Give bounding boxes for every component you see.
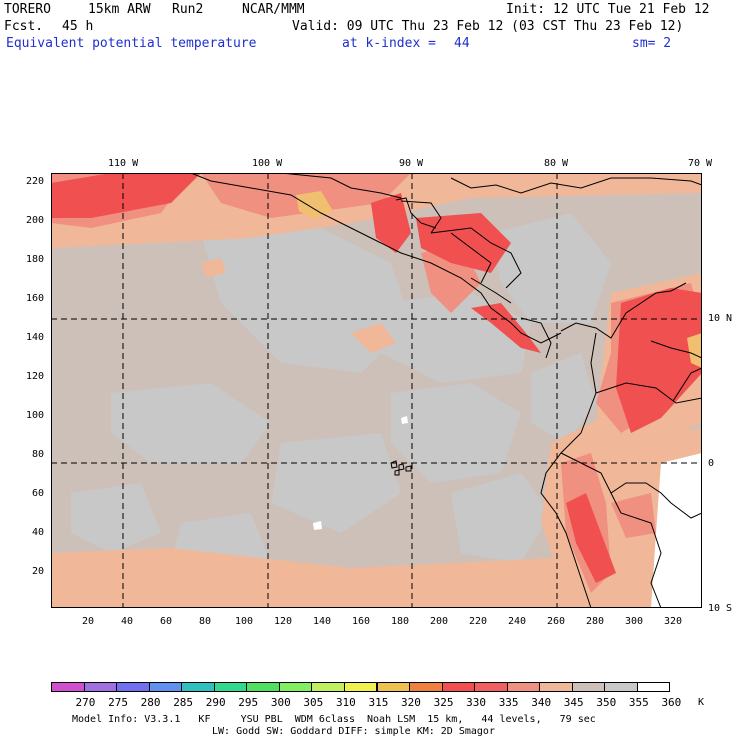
forecast-label: Fcst. bbox=[4, 19, 44, 34]
x-tick-120: 120 bbox=[274, 616, 293, 627]
galapagos-islands bbox=[390, 460, 412, 476]
model-physics: LW: Godd SW: Goddard DIFF: simple KM: 2D… bbox=[212, 726, 495, 737]
lat-lon-grid bbox=[51, 173, 702, 608]
colorbar-label: 325 bbox=[433, 696, 454, 709]
init-time: Init: 12 UTC Tue 21 Feb 12 bbox=[506, 2, 710, 17]
lon-label-70w: 70 W bbox=[688, 158, 713, 169]
colorbar-label: 315 bbox=[368, 696, 389, 709]
level-label: at k-index = bbox=[342, 36, 436, 51]
colorbar-segment bbox=[83, 682, 118, 692]
y-tick-80: 80 bbox=[32, 449, 45, 460]
y-tick-60: 60 bbox=[32, 488, 45, 499]
model-run: Run2 bbox=[172, 2, 204, 17]
x-tick-40: 40 bbox=[121, 616, 134, 627]
colorbar-segment bbox=[278, 682, 313, 692]
x-tick-200: 200 bbox=[430, 616, 449, 627]
colorbar-segment bbox=[246, 682, 280, 692]
colorbar-segment bbox=[409, 682, 443, 692]
model-info: Model Info: V3.3.1 KF YSU PBL WDM 6class… bbox=[72, 714, 596, 725]
x-tick-220: 220 bbox=[469, 616, 488, 627]
colorbar-label: 305 bbox=[303, 696, 324, 709]
y-tick-200: 200 bbox=[26, 215, 45, 226]
warm-high-patches bbox=[51, 173, 702, 583]
colorbar-segment bbox=[636, 682, 671, 692]
colorbar-segment bbox=[213, 682, 248, 692]
colorbar-label: 330 bbox=[466, 696, 487, 709]
colorbar-segment bbox=[51, 682, 85, 692]
y-tick-40: 40 bbox=[32, 527, 45, 538]
colorbar-unit: K bbox=[698, 697, 705, 708]
colorbar-segment bbox=[604, 682, 638, 692]
colorbar-segment bbox=[506, 682, 541, 692]
lon-label-80w: 80 W bbox=[544, 158, 569, 169]
colorbar-label: 335 bbox=[498, 696, 519, 709]
warmest-patches bbox=[296, 191, 702, 368]
x-tick-80: 80 bbox=[199, 616, 212, 627]
smoothing-label: sm= 2 bbox=[632, 36, 672, 51]
colorbar-label: 355 bbox=[628, 696, 649, 709]
forecast-hours: 45 h bbox=[62, 19, 94, 34]
valid-time: Valid: 09 UTC Thu 23 Feb 12 (03 CST Thu … bbox=[292, 19, 684, 34]
y-tick-100: 100 bbox=[26, 410, 45, 421]
colorbar-segment bbox=[474, 682, 508, 692]
colorbar-label: 350 bbox=[596, 696, 617, 709]
x-tick-160: 160 bbox=[352, 616, 371, 627]
y-tick-180: 180 bbox=[26, 254, 45, 265]
colorbar-label: 295 bbox=[238, 696, 259, 709]
lat-label-0: 0 bbox=[708, 458, 715, 469]
model-name: TORERO bbox=[4, 2, 51, 17]
x-tick-180: 180 bbox=[391, 616, 410, 627]
colorbar-segment bbox=[571, 682, 606, 692]
colorbar-segment bbox=[343, 682, 378, 692]
x-tick-260: 260 bbox=[547, 616, 566, 627]
colorbar-segment bbox=[311, 682, 345, 692]
colorbar-segment bbox=[539, 682, 573, 692]
colorbar-label: 280 bbox=[140, 696, 161, 709]
colorbar-segment bbox=[441, 682, 476, 692]
lat-label-10n: 10 N bbox=[708, 313, 733, 324]
x-tick-320: 320 bbox=[664, 616, 683, 627]
map-frame bbox=[51, 173, 702, 608]
x-tick-140: 140 bbox=[313, 616, 332, 627]
colorbar-label: 285 bbox=[173, 696, 194, 709]
colorbar-segment bbox=[116, 682, 150, 692]
colorbar-label: 270 bbox=[75, 696, 96, 709]
colorbar-label: 300 bbox=[270, 696, 291, 709]
colorbar-label: 345 bbox=[563, 696, 584, 709]
x-tick-280: 280 bbox=[586, 616, 605, 627]
y-tick-160: 160 bbox=[26, 293, 45, 304]
x-tick-60: 60 bbox=[160, 616, 173, 627]
colorbar-segment bbox=[376, 682, 411, 692]
y-tick-220: 220 bbox=[26, 176, 45, 187]
colorbar-label: 275 bbox=[108, 696, 128, 709]
x-tick-240: 240 bbox=[508, 616, 527, 627]
coastlines bbox=[190, 173, 702, 608]
y-tick-140: 140 bbox=[26, 332, 45, 343]
colorbar-label: 290 bbox=[205, 696, 226, 709]
y-tick-20: 20 bbox=[32, 566, 45, 577]
model-center: NCAR/MMM bbox=[242, 2, 305, 17]
colorbar-label: 360 bbox=[661, 696, 682, 709]
field-name: Equivalent potential temperature bbox=[6, 36, 257, 51]
lon-label-90w: 90 W bbox=[399, 158, 424, 169]
colorbar-label: 310 bbox=[335, 696, 356, 709]
colorbar-segment bbox=[181, 682, 215, 692]
colorbar-segment bbox=[148, 682, 183, 692]
x-tick-300: 300 bbox=[625, 616, 644, 627]
y-tick-120: 120 bbox=[26, 371, 45, 382]
level-value: 44 bbox=[454, 36, 470, 51]
colorbar-label: 320 bbox=[401, 696, 421, 709]
x-tick-20: 20 bbox=[82, 616, 95, 627]
colorbar-label: 340 bbox=[531, 696, 552, 709]
equivalent-potential-temperature-map bbox=[51, 173, 702, 608]
model-resolution: 15km ARW bbox=[88, 2, 151, 17]
lat-label-10s: 10 S bbox=[708, 603, 733, 614]
coolest-patches bbox=[313, 416, 702, 608]
x-tick-100: 100 bbox=[235, 616, 254, 627]
lon-label-100w: 100 W bbox=[252, 158, 283, 169]
lon-label-110w: 110 W bbox=[108, 158, 139, 169]
